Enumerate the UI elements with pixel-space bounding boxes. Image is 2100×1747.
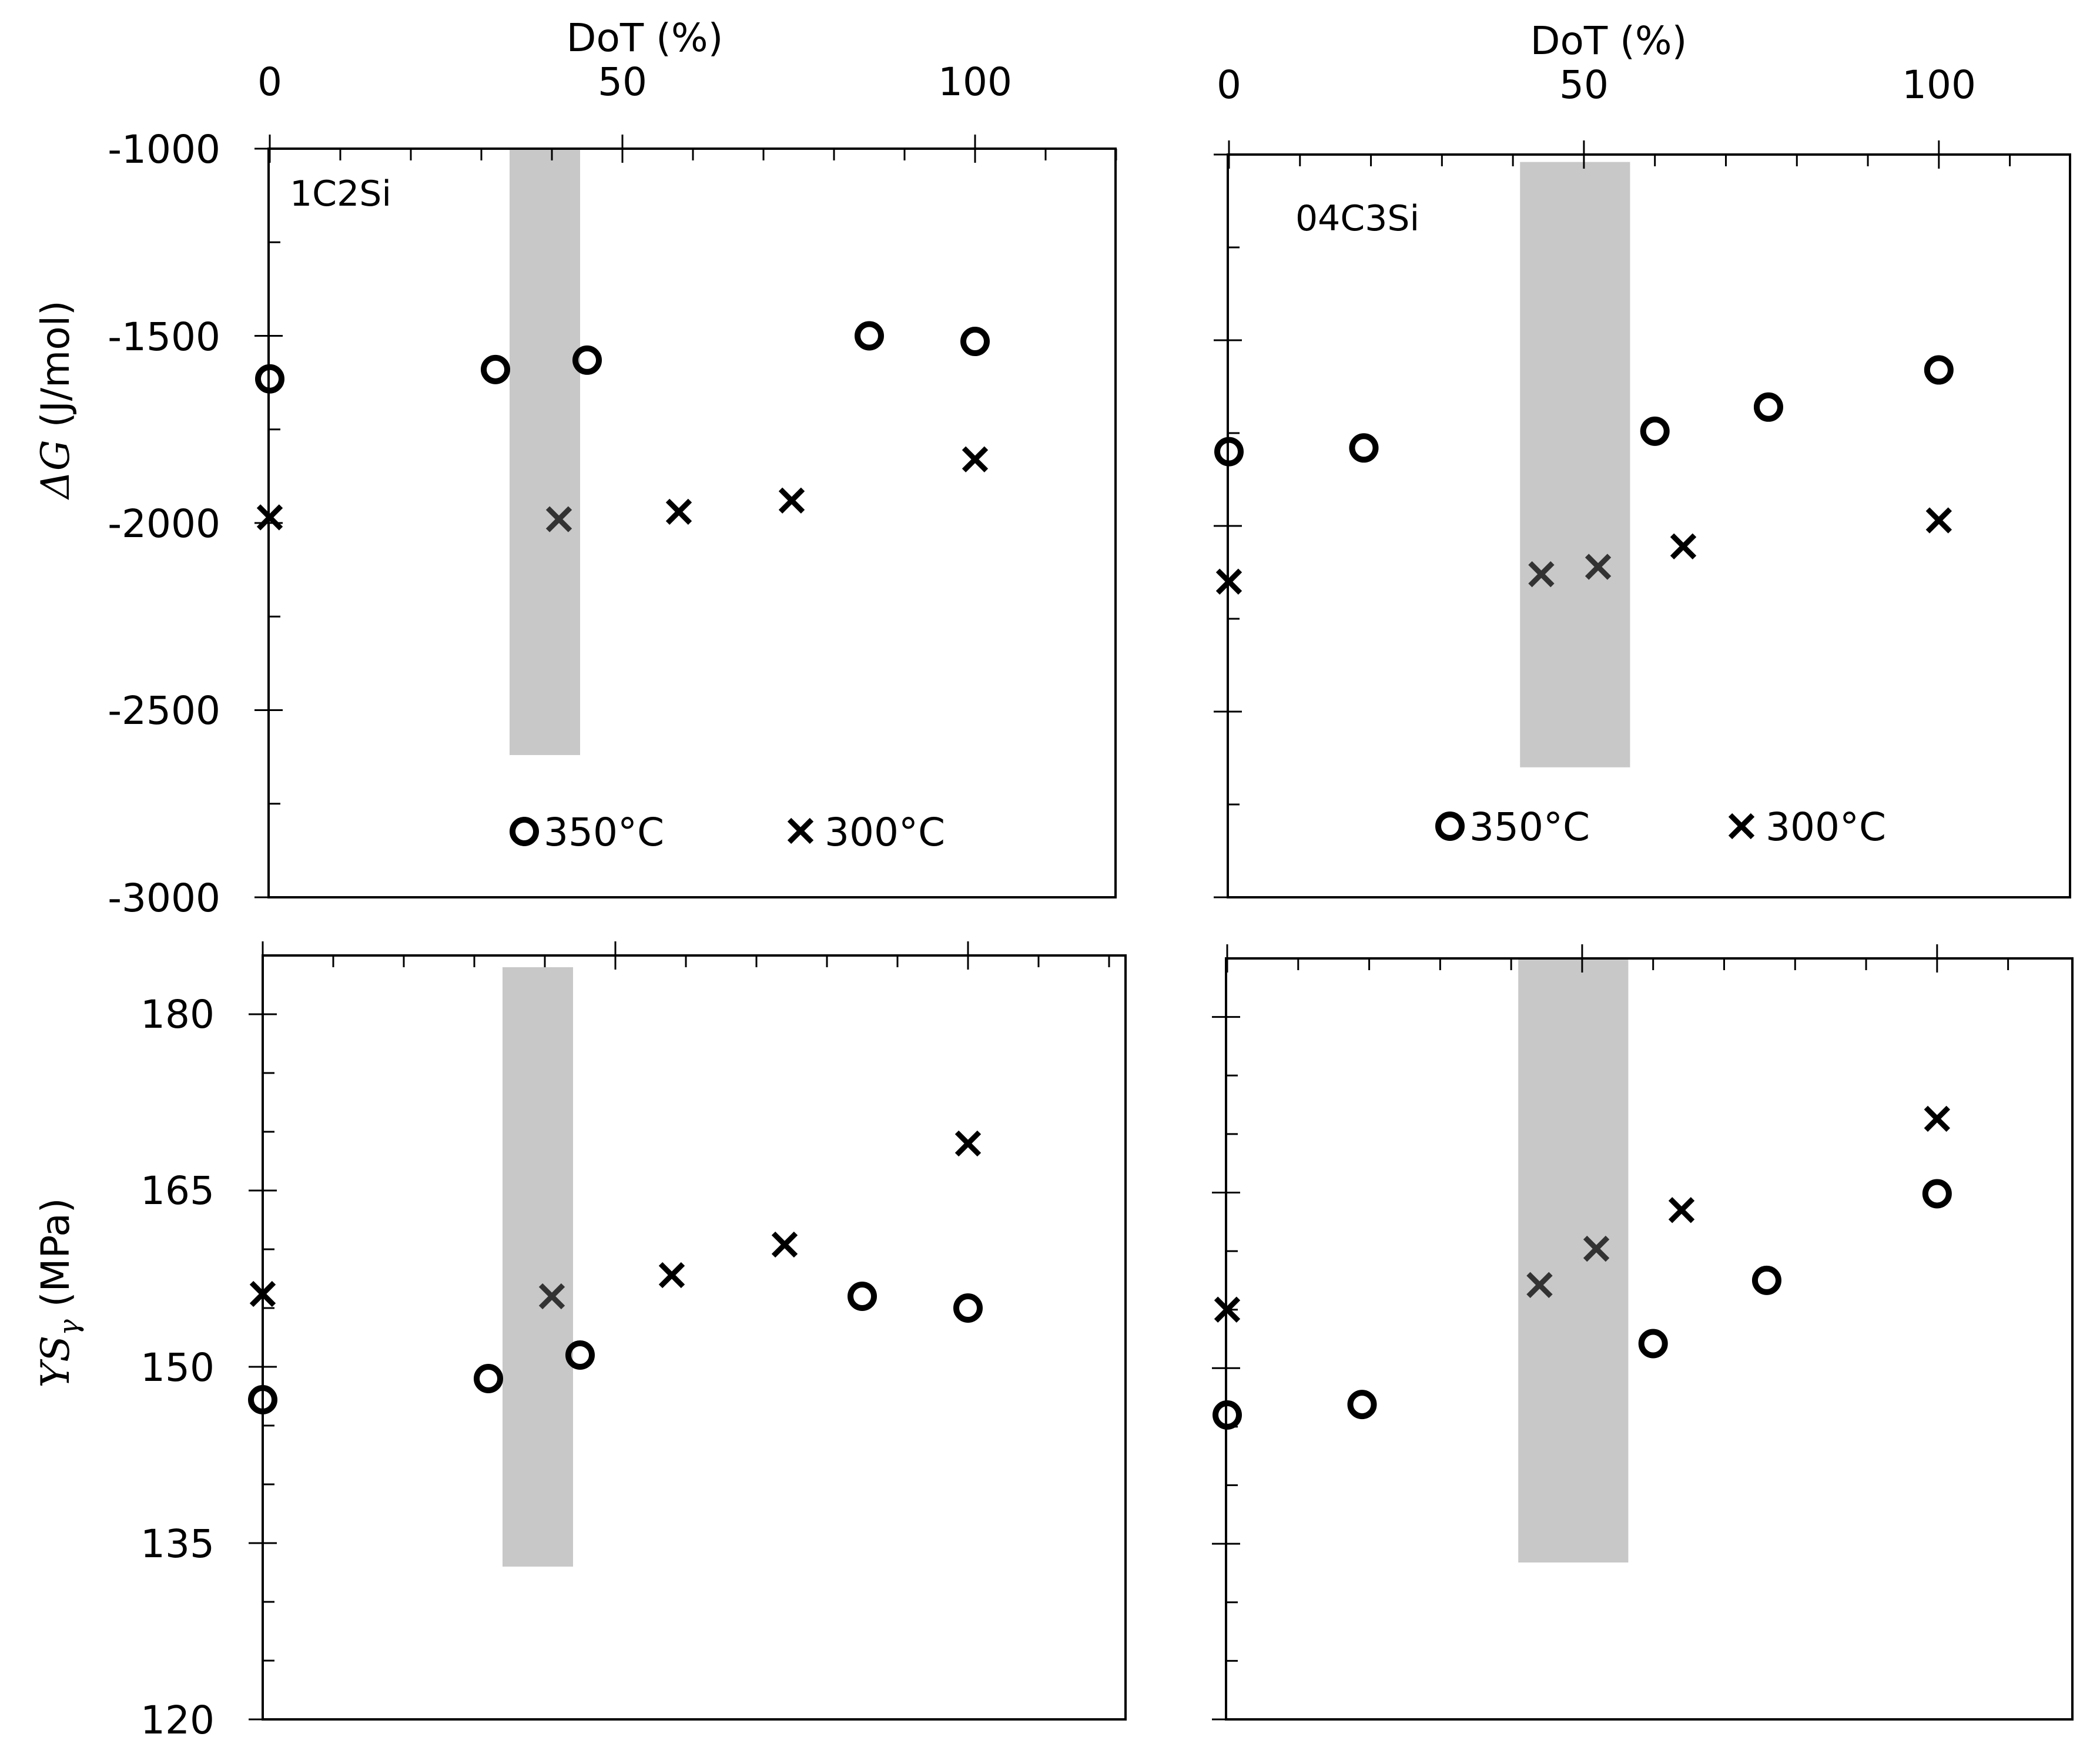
y-tick-label: -1500 xyxy=(108,314,220,360)
data-point-350 xyxy=(1753,392,1783,422)
data-point-300 xyxy=(538,1283,565,1310)
markers-top-left xyxy=(255,321,990,532)
y-tick-label: -2000 xyxy=(108,501,220,546)
data-point-350 xyxy=(953,1293,983,1323)
x-ticks-bottom-right xyxy=(1226,944,2009,973)
data-point-300 xyxy=(954,1130,982,1157)
data-point-350 xyxy=(1213,1400,1242,1430)
plot-frame xyxy=(267,147,1117,898)
y-tick-label: -2500 xyxy=(108,688,220,733)
data-point-300 xyxy=(778,487,805,514)
panel-top-right: DoT (%) 0 50 100 04C3Si 350°C 300°C xyxy=(1214,18,2071,898)
data-point-350 xyxy=(1349,433,1379,463)
legend-label-300: 300°C xyxy=(825,810,945,855)
y-tick-label: 120 xyxy=(140,1698,215,1743)
legend: 350°C 300°C xyxy=(1435,804,1886,850)
panel-label: 04C3Si xyxy=(1295,198,1419,239)
y-tick-label: 150 xyxy=(140,1345,215,1390)
data-point-350 xyxy=(474,1364,503,1393)
legend-cross-marker xyxy=(787,817,814,844)
plot-frame xyxy=(262,954,1127,1721)
x-tick-label: 0 xyxy=(1217,62,1241,108)
y-axis-units: (MPa) xyxy=(33,1198,78,1307)
data-point-350 xyxy=(565,1340,595,1370)
band-bottom-left xyxy=(503,967,573,1567)
band-top-left xyxy=(510,149,580,755)
x-tick-label: 100 xyxy=(938,59,1012,105)
data-point-300 xyxy=(1528,561,1555,588)
markers-top-right xyxy=(1214,355,1954,595)
panel-top-left: DoT (%) 0 50 100 -1000 -1500 -2000 -2500… xyxy=(33,15,1117,921)
data-point-350 xyxy=(572,345,602,375)
data-point-350 xyxy=(255,364,284,394)
data-point-300 xyxy=(771,1231,798,1258)
band-bottom-right xyxy=(1518,958,1629,1563)
data-point-300 xyxy=(1670,533,1697,559)
y-tick-label: -3000 xyxy=(108,876,220,921)
y-axis-subscript: γ xyxy=(53,1319,85,1336)
data-point-350 xyxy=(1924,355,1954,385)
data-point-300 xyxy=(1215,568,1242,595)
data-point-300 xyxy=(658,1262,685,1289)
y-ticks-bottom-left xyxy=(249,954,277,1721)
y-ticks-top-right xyxy=(1214,153,1242,898)
x-axis-title: DoT (%) xyxy=(567,15,724,61)
markers-bottom-right xyxy=(1213,1105,1952,1430)
data-point-300 xyxy=(1214,1296,1241,1323)
data-point-350 xyxy=(1922,1179,1952,1209)
x-tick-label: 100 xyxy=(1902,62,1976,108)
data-point-300 xyxy=(1583,1235,1610,1262)
y-axis-symbol: ΔG xyxy=(33,440,78,500)
data-point-300 xyxy=(1925,507,1952,534)
data-point-300 xyxy=(1924,1105,1951,1132)
legend-circle-marker xyxy=(1435,812,1465,841)
data-point-350 xyxy=(855,321,884,351)
data-point-350 xyxy=(1640,416,1670,446)
data-point-300 xyxy=(1585,554,1612,580)
data-point-350 xyxy=(1347,1390,1377,1420)
data-point-300 xyxy=(1526,1272,1553,1299)
y-tick-label: 135 xyxy=(140,1521,215,1567)
data-point-350 xyxy=(248,1385,277,1414)
data-point-350 xyxy=(960,327,990,357)
markers-bottom-left xyxy=(248,1130,983,1414)
legend-label-350: 350°C xyxy=(544,810,664,855)
data-point-350 xyxy=(1214,437,1244,467)
x-axis-title: DoT (%) xyxy=(1530,18,1687,63)
y-axis-title: YSγ (MPa) xyxy=(33,1198,85,1387)
data-point-300 xyxy=(962,446,989,472)
data-point-300 xyxy=(1668,1197,1695,1223)
panel-bottom-right xyxy=(1212,944,2074,1721)
data-point-350 xyxy=(481,354,510,384)
x-tick-label: 50 xyxy=(1559,62,1609,108)
data-point-300 xyxy=(545,506,572,532)
y-tick-label: 165 xyxy=(140,1168,215,1213)
data-point-300 xyxy=(249,1280,276,1307)
legend-cross-marker xyxy=(1728,813,1755,840)
x-tick-label: 0 xyxy=(257,59,282,105)
y-ticks-top-left xyxy=(254,147,283,898)
y-tick-label: 180 xyxy=(140,992,215,1037)
legend-label-300: 300°C xyxy=(1766,804,1886,850)
data-point-300 xyxy=(665,498,692,525)
plot-frame xyxy=(1225,957,2074,1721)
data-point-350 xyxy=(848,1282,877,1311)
y-axis-units: (J/mol) xyxy=(33,300,78,427)
band-top-right xyxy=(1520,162,1630,767)
x-ticks-top-left xyxy=(269,135,1117,163)
data-point-350 xyxy=(1638,1329,1668,1359)
legend-circle-marker xyxy=(510,817,539,846)
panel-label: 1C2Si xyxy=(290,173,391,214)
panel-bottom-left: 180 165 150 135 120 YSγ (MPa) xyxy=(33,941,1127,1743)
x-tick-label: 50 xyxy=(598,59,647,105)
y-axis-title: ΔG (J/mol) xyxy=(33,300,78,501)
legend-label-350: 350°C xyxy=(1469,804,1590,850)
y-axis-symbol: YS xyxy=(33,1336,78,1388)
legend: 350°C 300°C xyxy=(510,810,945,855)
y-tick-label: -1000 xyxy=(108,127,220,172)
data-point-300 xyxy=(256,504,283,531)
data-point-350 xyxy=(1751,1265,1781,1295)
